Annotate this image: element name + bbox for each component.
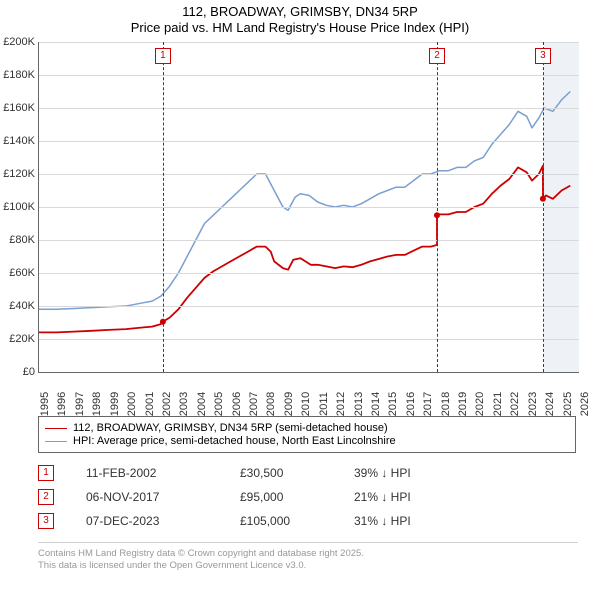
gridline-h [39, 174, 579, 175]
x-axis-label: 2001 [144, 392, 156, 416]
y-axis-label: £160K [0, 102, 35, 114]
footer: Contains HM Land Registry data © Crown c… [38, 542, 578, 572]
gridline-h [39, 42, 579, 43]
x-axis-label: 2014 [370, 392, 382, 416]
x-axis-label: 2022 [509, 392, 521, 416]
x-axis-label: 2002 [161, 392, 173, 416]
marker-table: 1 11-FEB-2002 £30,500 39% ↓ HPI 2 06-NOV-2017… [38, 458, 494, 536]
y-axis-label: £40K [0, 300, 35, 312]
x-axis-label: 2010 [300, 392, 312, 416]
x-axis-label: 1997 [74, 392, 86, 416]
x-axis-label: 2003 [178, 392, 190, 416]
gridline-h [39, 240, 579, 241]
y-axis-label: £60K [0, 267, 35, 279]
gridline-h [39, 141, 579, 142]
y-axis-label: £100K [0, 201, 35, 213]
x-axis-label: 2020 [474, 392, 486, 416]
x-axis-label: 2000 [126, 392, 138, 416]
y-axis-label: £180K [0, 69, 35, 81]
marker-date: 07-DEC-2023 [86, 514, 236, 528]
x-axis-label: 2017 [422, 392, 434, 416]
x-axis-label: 2015 [387, 392, 399, 416]
x-axis-label: 2024 [544, 392, 556, 416]
marker-pct: 39% ↓ HPI [354, 466, 494, 480]
x-axis-label: 2026 [579, 392, 591, 416]
marker-price: £95,000 [240, 490, 350, 504]
gridline-h [39, 207, 579, 208]
x-axis-label: 2025 [562, 392, 574, 416]
marker-price: £105,000 [240, 514, 350, 528]
x-axis-label: 2013 [353, 392, 365, 416]
series-hpi [39, 92, 570, 310]
gridline-h [39, 273, 579, 274]
line-chart: 1995199619971998199920002001200220032004… [38, 42, 579, 373]
legend-swatch-property [45, 428, 67, 429]
x-axis-label: 2012 [335, 392, 347, 416]
x-axis-label: 2023 [527, 392, 539, 416]
marker-line [543, 42, 544, 372]
marker-box: 3 [535, 48, 551, 64]
marker-date: 06-NOV-2017 [86, 490, 236, 504]
y-axis-label: £20K [0, 333, 35, 345]
marker-row: 2 06-NOV-2017 £95,000 21% ↓ HPI [38, 488, 494, 506]
x-axis-label: 2004 [196, 392, 208, 416]
legend-item-hpi: HPI: Average price, semi-detached house,… [45, 435, 569, 447]
marker-line [163, 42, 164, 372]
gridline-h [39, 339, 579, 340]
chart-title: 112, BROADWAY, GRIMSBY, DN34 5RP Price p… [0, 0, 600, 36]
x-axis-label: 2007 [248, 392, 260, 416]
gridline-h [39, 75, 579, 76]
x-axis-label: 2019 [457, 392, 469, 416]
marker-row: 1 11-FEB-2002 £30,500 39% ↓ HPI [38, 464, 494, 482]
x-axis-label: 2011 [318, 392, 330, 416]
gridline-h [39, 108, 579, 109]
marker-box: 1 [155, 48, 171, 64]
x-axis-label: 1999 [109, 392, 121, 416]
marker-num: 3 [38, 513, 54, 529]
marker-num: 1 [38, 465, 54, 481]
x-axis-label: 1998 [91, 392, 103, 416]
legend-item-property: 112, BROADWAY, GRIMSBY, DN34 5RP (semi-d… [45, 422, 569, 434]
x-axis-label: 1996 [56, 392, 68, 416]
x-axis-label: 2009 [283, 392, 295, 416]
x-axis-label: 2016 [405, 392, 417, 416]
x-axis-label: 2006 [231, 392, 243, 416]
marker-pct: 31% ↓ HPI [354, 514, 494, 528]
x-axis-label: 2021 [492, 392, 504, 416]
title-line-1: 112, BROADWAY, GRIMSBY, DN34 5RP [0, 4, 600, 20]
legend-label-property: 112, BROADWAY, GRIMSBY, DN34 5RP (semi-d… [73, 422, 388, 434]
y-axis-label: £200K [0, 36, 35, 48]
y-axis-label: £0 [0, 366, 35, 378]
y-axis-label: £80K [0, 234, 35, 246]
legend: 112, BROADWAY, GRIMSBY, DN34 5RP (semi-d… [38, 416, 576, 453]
marker-num: 2 [38, 489, 54, 505]
y-axis-label: £140K [0, 135, 35, 147]
series-property [39, 166, 570, 333]
marker-date: 11-FEB-2002 [86, 466, 236, 480]
marker-pct: 21% ↓ HPI [354, 490, 494, 504]
y-axis-label: £120K [0, 168, 35, 180]
x-axis-label: 1995 [39, 392, 51, 416]
footer-line-1: Contains HM Land Registry data © Crown c… [38, 548, 578, 560]
x-axis-label: 2018 [440, 392, 452, 416]
footer-line-2: This data is licensed under the Open Gov… [38, 560, 578, 572]
x-axis-label: 2008 [265, 392, 277, 416]
legend-swatch-hpi [45, 441, 67, 442]
marker-box: 2 [429, 48, 445, 64]
title-line-2: Price paid vs. HM Land Registry's House … [0, 20, 600, 36]
legend-label-hpi: HPI: Average price, semi-detached house,… [73, 435, 396, 447]
marker-line [437, 42, 438, 372]
x-axis-label: 2005 [213, 392, 225, 416]
gridline-h [39, 306, 579, 307]
marker-row: 3 07-DEC-2023 £105,000 31% ↓ HPI [38, 512, 494, 530]
marker-price: £30,500 [240, 466, 350, 480]
